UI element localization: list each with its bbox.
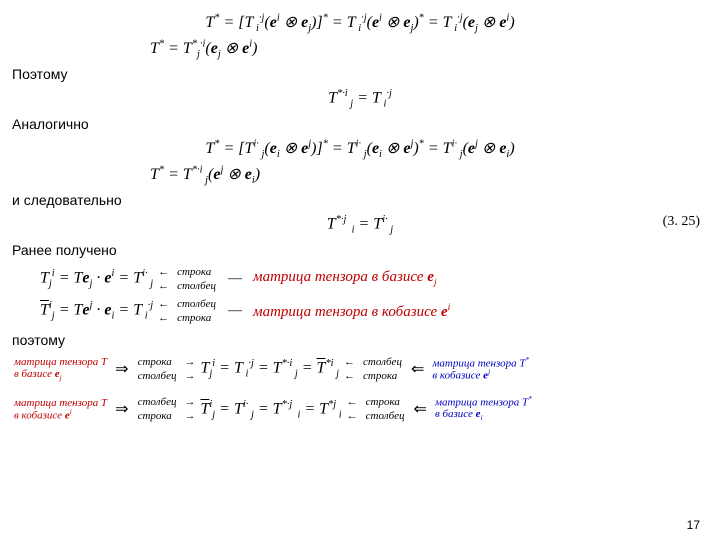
row-10: матрица тензора T в кобазисе ei ⇒ столбе… [0, 394, 720, 424]
page-number: 17 [687, 518, 700, 532]
equation-8-desc: матрица тензора в кобазисе ei [253, 302, 450, 321]
equation-3: T*·i j = T i·j [0, 88, 720, 110]
equation-7-row: Tji = Tej · ei = Ti· j ←строка←столбец —… [0, 264, 720, 294]
equation-5: T* = T*·i j(ej ⊗ ei) [0, 164, 720, 186]
label-therefore-2: поэтому [0, 332, 720, 348]
row-9: матрица тензора T в базисе ej ⇒ строка→с… [0, 354, 720, 384]
equation-7-annot: ←строка←столбец [153, 264, 221, 294]
label-consequently: и следовательно [0, 192, 720, 208]
equation-1: T* = [T i·j(ei ⊗ ej)]* = T i·j(ei ⊗ ej)*… [0, 12, 720, 34]
equation-8-annot: ←столбец←строка [153, 296, 221, 326]
equation-2: T* = T*j·i(ej ⊗ ei) [0, 38, 720, 60]
label-therefore-1: Поэтому [0, 66, 720, 82]
equation-6: T*·j i = Ti· j [0, 214, 720, 236]
equation-6-number: (3. 25) [663, 214, 700, 230]
label-earlier: Ранее получено [0, 242, 720, 258]
equation-7-desc: матрица тензора в базисе ej [253, 269, 437, 288]
equation-8-row: Tij = Tej · ei = T i·j ←столбец←строка —… [0, 296, 720, 326]
label-similarly: Аналогично [0, 116, 720, 132]
equation-4: T* = [Ti· j(ei ⊗ ej)]* = Ti· j(ei ⊗ ej)*… [0, 138, 720, 160]
